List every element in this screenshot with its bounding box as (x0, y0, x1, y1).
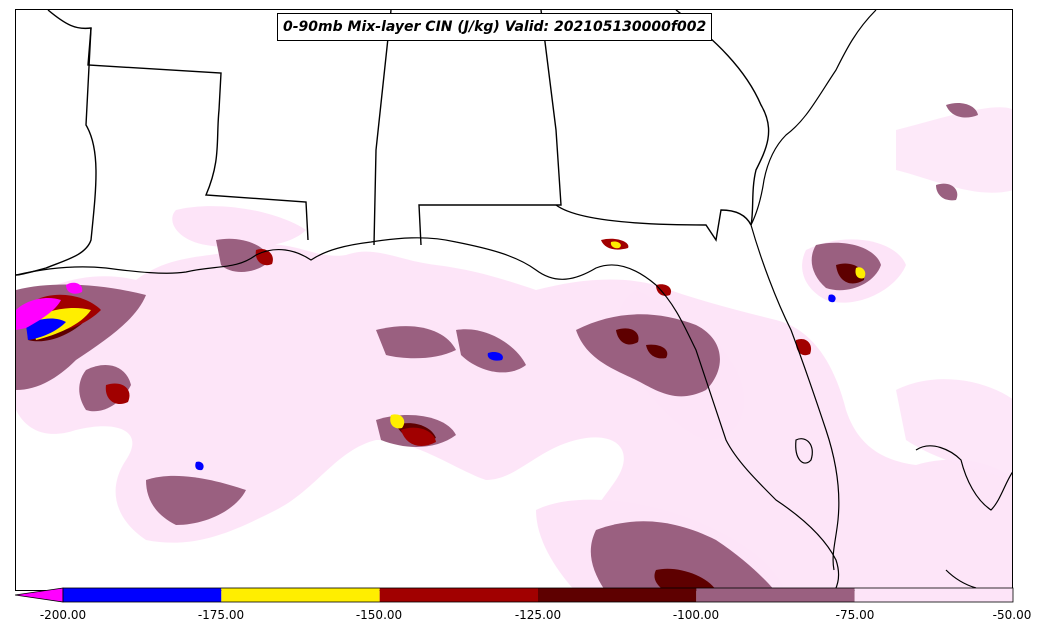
colorbar-tick-label: -150.00 (355, 608, 403, 622)
map-panel (15, 9, 1013, 591)
colorbar-tick-label: -50.00 (992, 608, 1032, 622)
state-borders (16, 10, 770, 276)
colorbar-tick-label: -75.00 (835, 608, 875, 622)
colorbar-bin (221, 588, 380, 602)
coastline (16, 10, 1012, 590)
cin-field-mauve (16, 103, 978, 590)
cin-field-magenta (16, 282, 83, 330)
map-title: 0-90mb Mix-layer CIN (J/kg) Valid: 20210… (277, 13, 713, 41)
colorbar (15, 587, 1014, 603)
colorbar-bin (379, 588, 538, 602)
colorbar-tick-label: -200.00 (39, 608, 87, 622)
cin-field-blue (26, 294, 836, 471)
colorbar-outline (62, 587, 1014, 603)
colorbar-bin (696, 588, 855, 602)
colorbar-extend-min (15, 587, 64, 603)
colorbar-tick-label: -100.00 (672, 608, 720, 622)
colorbar-bin (538, 588, 697, 602)
colorbar-tick-label: -125.00 (514, 608, 562, 622)
colorbar-bin (854, 588, 1013, 602)
cin-map (16, 10, 1012, 590)
colorbar-tick-label: -175.00 (197, 608, 245, 622)
colorbar-bin (63, 588, 222, 602)
